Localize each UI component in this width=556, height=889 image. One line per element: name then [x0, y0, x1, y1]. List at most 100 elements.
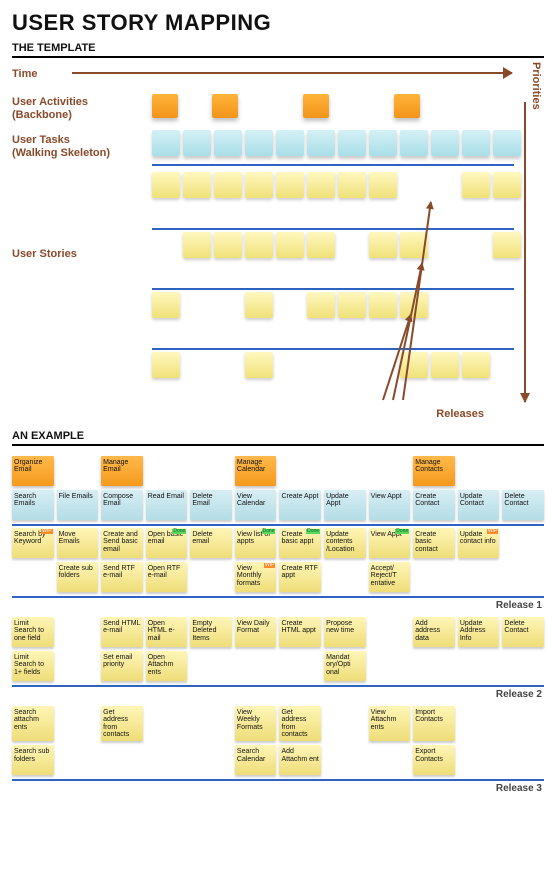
- sticky-note: [462, 172, 490, 198]
- story-card: Create sub folders: [57, 562, 99, 592]
- task-card: Create Appt: [279, 490, 321, 520]
- sticky-note: [493, 232, 521, 258]
- section-example-heading: AN EXAMPLE: [12, 430, 544, 446]
- story-card: Add Attachm ent: [279, 745, 321, 775]
- sticky-note: [307, 172, 335, 198]
- stories-row: [152, 352, 506, 378]
- status-tag: Done: [262, 529, 276, 534]
- story-card: View Attachm ents: [369, 706, 411, 741]
- section-template-heading: THE TEMPLATE: [12, 42, 544, 58]
- example-diagram: Organize EmailManage EmailManage Calenda…: [12, 456, 544, 794]
- page-title: USER STORY MAPPING: [12, 10, 544, 36]
- sticky-note: [493, 130, 521, 156]
- sticky-note: [307, 130, 335, 156]
- sticky-note: [245, 292, 273, 318]
- divider-line: [12, 596, 544, 598]
- sticky-note: [307, 232, 335, 258]
- sticky-note: [276, 130, 304, 156]
- sticky-note: [245, 352, 273, 378]
- status-tag: Done: [306, 529, 320, 534]
- example-releases: Search by KeywordWIPMove EmailsCreate an…: [12, 524, 544, 794]
- story-card: Propose new time: [324, 617, 366, 647]
- sticky-note: [369, 130, 397, 156]
- sticky-note: [369, 172, 397, 198]
- story-card: Send RTF e-mail: [101, 562, 143, 592]
- tasks-label: User Tasks (Walking Skeleton): [12, 134, 110, 160]
- example-tasks-row: Search EmailsFile EmailsCompose EmailRea…: [12, 490, 544, 520]
- story-card: View Monthly formatsWIP: [235, 562, 277, 592]
- sticky-note: [245, 232, 273, 258]
- status-tag: WIP: [264, 563, 275, 568]
- story-card: Search sub folders: [12, 745, 54, 775]
- stories-label: User Stories: [12, 248, 77, 261]
- sticky-note: [307, 292, 335, 318]
- story-card: Limit Search to 1+ fields: [12, 651, 54, 681]
- sticky-note: [400, 130, 428, 156]
- divider-line: [152, 348, 514, 350]
- story-row: Limit Search to one field Send HTML e-mai…: [12, 617, 544, 647]
- sticky-note: [214, 130, 242, 156]
- story-card: Empty Deleted Items: [190, 617, 232, 647]
- task-card: View Calendar: [235, 490, 277, 520]
- story-card: Create basic contact: [413, 528, 455, 558]
- story-card: Accept/ Reject/T entative: [369, 562, 411, 592]
- sticky-note: [338, 130, 366, 156]
- task-card: Search Emails: [12, 490, 54, 520]
- releases-label: Releases: [436, 408, 484, 420]
- task-card: View Appt: [369, 490, 411, 520]
- story-card: Mandat ory/Opti onal: [324, 651, 366, 681]
- activity-card: Organize Email: [12, 456, 54, 486]
- release-label: Release 2: [12, 689, 542, 700]
- story-card: Export Contacts: [413, 745, 455, 775]
- story-row: Limit Search to 1+ fieldsSet email prior…: [12, 651, 544, 681]
- divider-line: [12, 524, 544, 526]
- tasks-row: [152, 130, 506, 156]
- sticky-note: [214, 172, 242, 198]
- sticky-note: [400, 352, 428, 378]
- sticky-note: [183, 172, 211, 198]
- story-card: Send HTML e-mail: [101, 617, 143, 647]
- template-diagram: Time Priorities User Activities (Backbon…: [12, 68, 544, 418]
- sticky-note: [431, 352, 459, 378]
- story-card: Search by KeywordWIP: [12, 528, 54, 558]
- story-card: Get address from contacts: [101, 706, 143, 741]
- task-card: Create Contact: [413, 490, 455, 520]
- story-card: Add address data: [413, 617, 455, 647]
- task-card: Delete Email: [190, 490, 232, 520]
- sticky-note: [152, 352, 180, 378]
- divider-line: [12, 779, 544, 781]
- sticky-note: [493, 172, 521, 198]
- divider-line: [152, 228, 514, 230]
- story-card: Create HTML appt: [279, 617, 321, 647]
- story-card: Import Contacts: [413, 706, 455, 741]
- sticky-note: [431, 130, 459, 156]
- sticky-note: [303, 94, 329, 118]
- story-card: Update contact infoWIP: [458, 528, 500, 558]
- sticky-note: [152, 172, 180, 198]
- task-card: Read Email: [146, 490, 188, 520]
- divider-line: [152, 164, 514, 166]
- story-card: Create basic apptDone: [279, 528, 321, 558]
- sticky-note: [338, 292, 366, 318]
- story-card: Search attachm ents: [12, 706, 54, 741]
- story-card: View ApptDone: [369, 528, 411, 558]
- sticky-note: [212, 94, 238, 118]
- sticky-note: [394, 94, 420, 118]
- activities-label: User Activities (Backbone): [12, 96, 88, 122]
- story-row: Search by KeywordWIPMove EmailsCreate an…: [12, 528, 544, 558]
- task-card: File Emails: [57, 490, 99, 520]
- status-tag: Done: [395, 529, 409, 534]
- task-card: Compose Email: [101, 490, 143, 520]
- story-card: Move Emails: [57, 528, 99, 558]
- story-card: Get address from contacts: [279, 706, 321, 741]
- priorities-arrow: [524, 102, 526, 402]
- story-card: Delete email: [190, 528, 232, 558]
- story-card: View Weekly Formats: [235, 706, 277, 741]
- story-card: View list of apptsDone: [235, 528, 277, 558]
- story-card: Limit Search to one field: [12, 617, 54, 647]
- release-label: Release 1: [12, 600, 542, 611]
- status-tag: WIP: [41, 529, 52, 534]
- sticky-note: [462, 352, 490, 378]
- sticky-note: [152, 94, 178, 118]
- sticky-note: [369, 292, 397, 318]
